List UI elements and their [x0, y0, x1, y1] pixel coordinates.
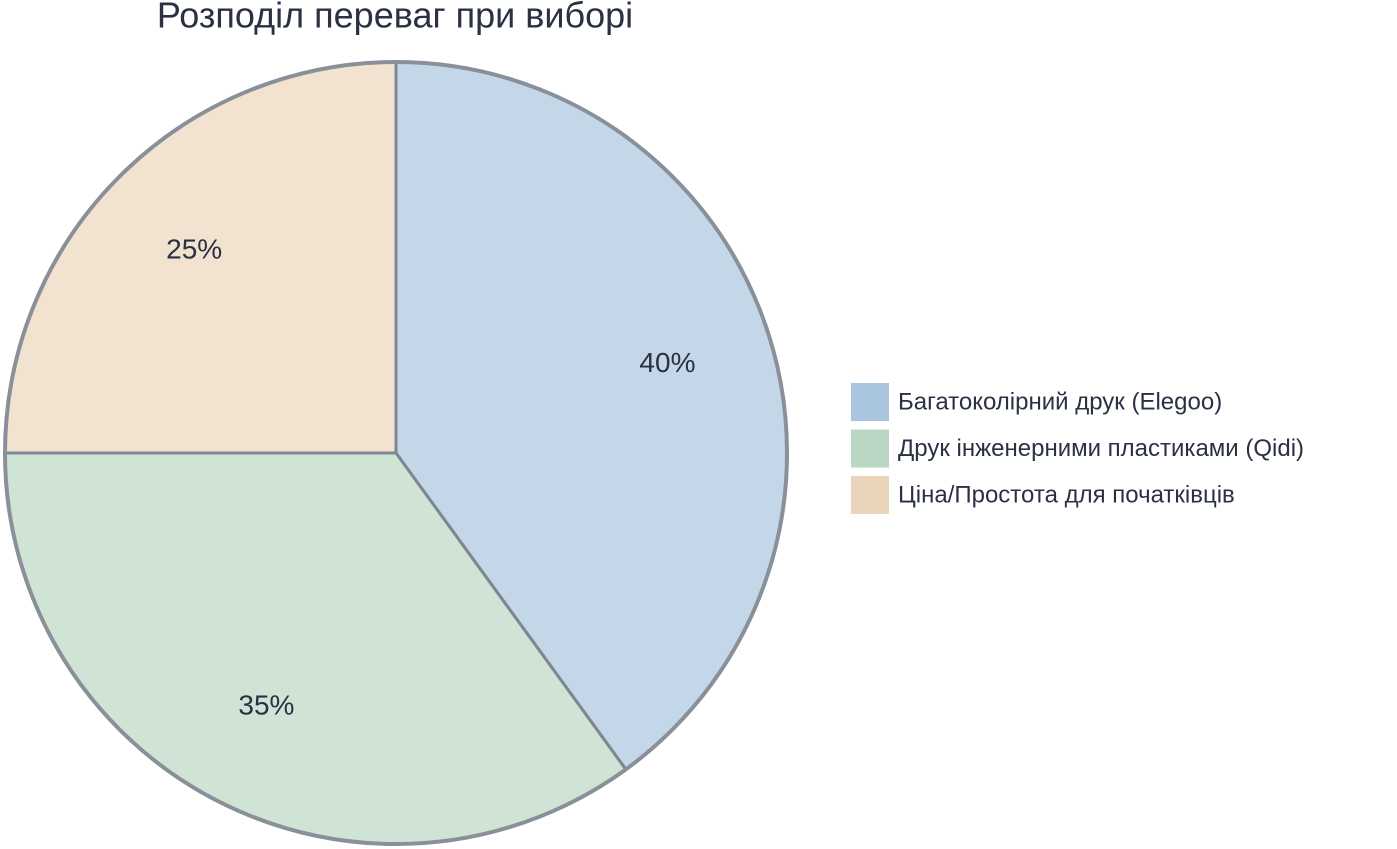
legend-swatch: [851, 383, 889, 421]
legend-label: Ціна/Простота для початківців: [898, 481, 1235, 508]
data-label: 35%: [238, 690, 294, 721]
pie-outline: [3, 60, 789, 846]
legend-label: Друк інженерними пластиками (Qidi): [898, 435, 1304, 462]
legend-swatch: [851, 429, 889, 468]
data-label: 40%: [639, 347, 695, 378]
legend-swatch: [851, 476, 889, 514]
legend-label: Багатоколірний друк (Elegoo): [898, 388, 1222, 415]
data-label: 25%: [166, 234, 222, 265]
chart-title: Розподіл переваг при виборі: [157, 0, 633, 36]
